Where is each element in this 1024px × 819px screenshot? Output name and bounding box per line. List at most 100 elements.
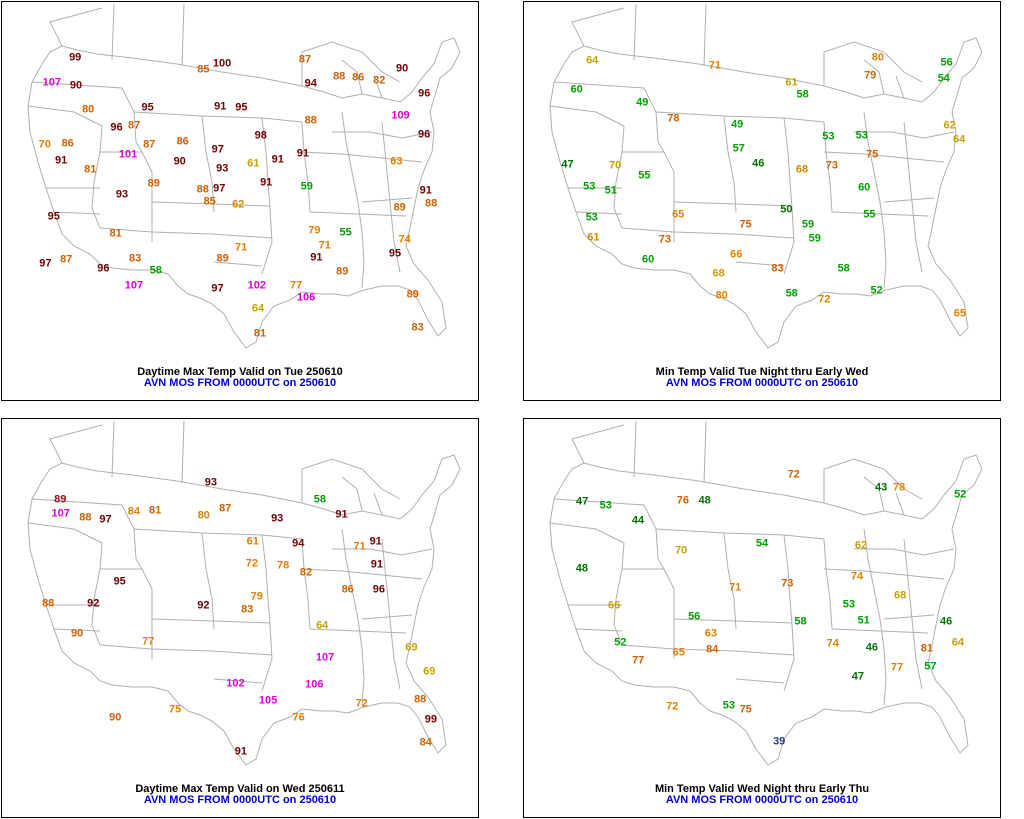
state-border (883, 197, 935, 203)
state-border (613, 542, 625, 646)
state-border (863, 476, 885, 512)
temp-label: 78 (276, 559, 290, 571)
state-border (735, 261, 785, 267)
panel-title: Min Temp Valid Wed Night thru Early Thu (654, 783, 870, 795)
state-border (655, 111, 665, 153)
state-border (633, 3, 637, 61)
temp-label: 61 (247, 157, 260, 169)
temp-label: 80 (871, 51, 885, 64)
state-border (301, 41, 401, 86)
state-border (823, 41, 923, 86)
state-border (309, 211, 407, 217)
map-panel-tue-max: Daytime Max Temp Valid on Tue 250610 AVN… (1, 1, 479, 401)
panel-subtitle: AVN MOS FROM 0000UTC on 250610 (143, 377, 337, 389)
temp-label: 94 (304, 77, 317, 90)
temp-label: 71 (318, 239, 331, 252)
temp-label: 75 (865, 148, 879, 161)
temp-label: 96 (418, 87, 431, 100)
temp-label: 74 (826, 637, 839, 650)
temp-label: 53 (599, 499, 612, 512)
state-border (213, 678, 263, 684)
temp-label: 100 (212, 57, 232, 70)
state-border (575, 628, 623, 632)
temp-label: 91 (370, 558, 384, 571)
state-border (49, 424, 103, 464)
temp-label: 87 (60, 253, 73, 265)
temp-label: 58 (796, 88, 809, 101)
temp-label: 77 (890, 661, 904, 673)
state-border (181, 420, 185, 484)
temp-label: 93 (204, 476, 218, 489)
temp-label: 60 (858, 181, 871, 194)
state-border (673, 201, 793, 207)
state-border (91, 542, 103, 646)
temp-label: 84 (706, 643, 719, 656)
temp-label: 91 (419, 184, 432, 197)
state-border (549, 105, 625, 127)
state-border (823, 458, 923, 503)
temp-label: 94 (292, 537, 305, 550)
temp-label: 69 (423, 665, 436, 678)
state-border (381, 538, 401, 690)
temp-label: 95 (47, 210, 60, 223)
state-border (823, 538, 833, 630)
temp-label: 83 (771, 262, 784, 274)
state-border (341, 111, 365, 289)
state-border (111, 420, 115, 478)
state-border (783, 534, 795, 692)
temp-label: 53 (583, 180, 596, 193)
temp-label: 101 (118, 148, 138, 161)
temp-label: 85 (203, 195, 216, 208)
state-border (373, 75, 383, 99)
temp-label: 92 (197, 599, 210, 612)
temp-label: 79 (864, 69, 877, 82)
state-border (53, 211, 101, 215)
temp-label: 58 (794, 615, 807, 627)
temp-label: 73 (825, 159, 839, 172)
state-border (703, 3, 707, 67)
temp-label: 93 (115, 188, 129, 201)
temp-label: 90 (173, 155, 186, 168)
temp-label: 66 (607, 599, 621, 612)
temp-label: 86 (352, 71, 365, 84)
temp-label: 85 (197, 63, 210, 76)
state-border (854, 131, 955, 139)
state-border (301, 121, 311, 213)
state-border (181, 3, 185, 67)
state-border (151, 618, 271, 624)
temp-label: 72 (245, 557, 259, 570)
temp-label: 81 (253, 327, 267, 340)
state-border (341, 528, 365, 706)
temp-label: 47 (575, 495, 589, 508)
temp-label: 73 (781, 577, 794, 590)
panel-title: Daytime Max Temp Valid on Tue 250610 (137, 366, 343, 378)
temp-label: 91 (271, 153, 284, 166)
temp-label: 72 (666, 700, 679, 713)
temp-label: 107 (42, 76, 61, 89)
temp-label: 95 (113, 575, 126, 588)
state-border (151, 201, 271, 207)
state-border (133, 528, 303, 540)
temp-label: 64 (951, 636, 965, 649)
state-border (309, 628, 407, 634)
temp-label: 83 (241, 603, 254, 616)
temp-label: 77 (142, 635, 155, 648)
temp-label: 64 (952, 133, 966, 146)
temp-label: 59 (808, 232, 821, 245)
state-border (863, 59, 885, 95)
state-border (201, 532, 215, 630)
temp-label: 79 (250, 590, 263, 602)
temp-label: 91 (296, 147, 310, 160)
state-border (361, 197, 413, 203)
temp-label: 71 (708, 59, 722, 72)
temp-label: 86 (341, 583, 354, 596)
state-border (613, 125, 625, 229)
state-border (49, 7, 103, 47)
state-border (31, 498, 135, 530)
temp-label: 89 (216, 252, 229, 265)
panel-subtitle: AVN MOS FROM 0000UTC on 250610 (665, 794, 859, 806)
temp-label: 73 (658, 233, 672, 246)
temp-label: 95 (141, 101, 154, 114)
state-border (27, 522, 103, 544)
panel-title: Min Temp Valid Tue Night thru Early Wed (655, 366, 869, 378)
